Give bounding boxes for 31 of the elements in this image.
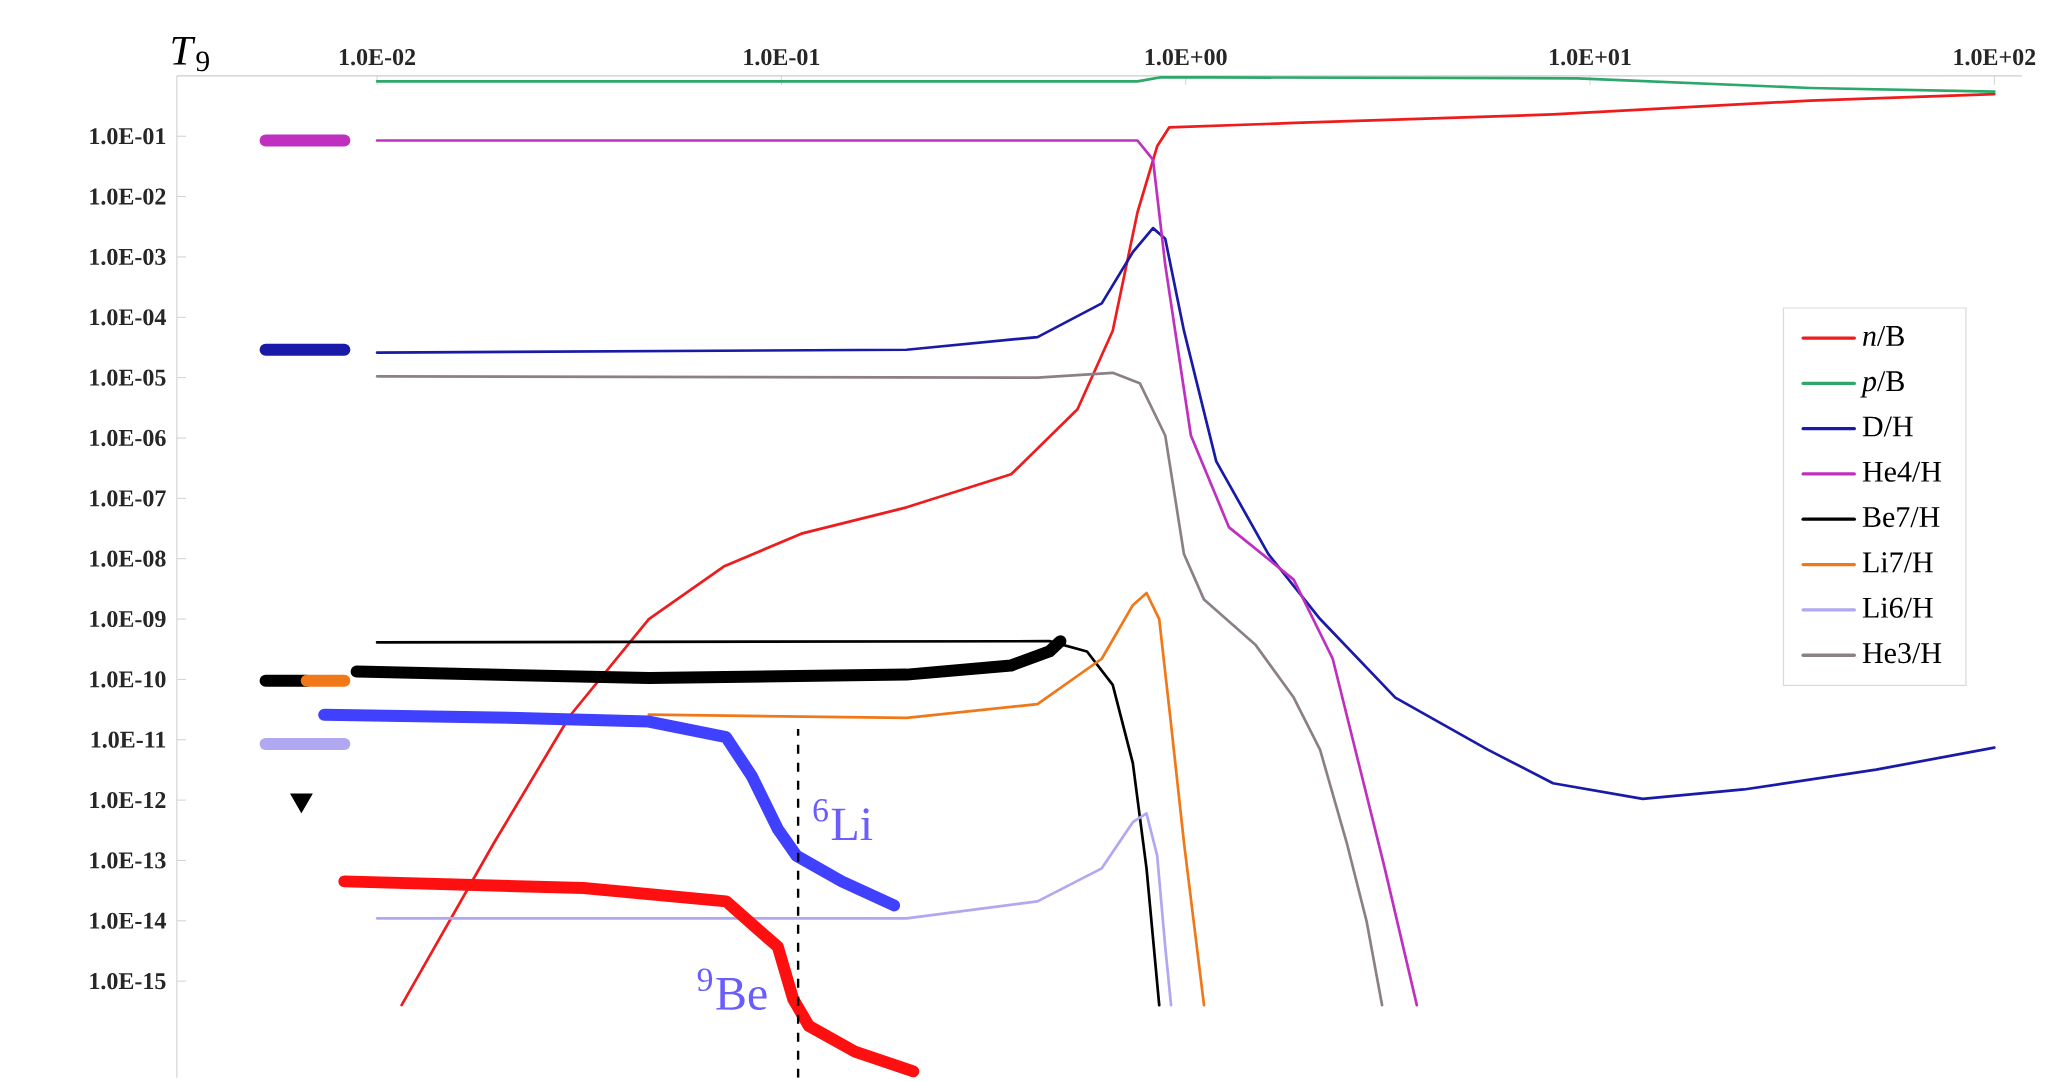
y-tick-label: 1.0E-07 xyxy=(90,490,166,507)
legend-label: He4/H xyxy=(1862,461,1942,482)
y-tick-label: 1.0E-14 xyxy=(90,912,166,930)
legend-label: Li7/H xyxy=(1862,552,1933,573)
x-tick-label: 1.0E+00 xyxy=(1145,49,1227,66)
x-tick-label: 1.0E-02 xyxy=(340,49,416,66)
annotation: $^{6}$Li xyxy=(813,799,873,841)
x-axis-title: T$_{9}$ xyxy=(172,37,209,72)
y-tick-label: 1.0E-05 xyxy=(90,369,166,386)
y-tick-label: 1.0E-13 xyxy=(90,852,166,869)
y-tick-label: 1.0E-10 xyxy=(90,671,166,688)
x-tick-label: 1.0E+02 xyxy=(1954,49,2036,66)
y-tick-label: 1.0E-11 xyxy=(91,731,166,748)
y-tick-label: 1.0E-08 xyxy=(90,550,166,567)
y-tick-label: 1.0E-04 xyxy=(90,309,166,326)
x-tick-label: 1.0E+01 xyxy=(1550,49,1631,66)
legend-label: n/B xyxy=(1863,326,1904,347)
legend-label: Be7/H xyxy=(1862,507,1940,528)
legend-label: He3/H xyxy=(1862,643,1942,664)
annotation: $^{9}$Be xyxy=(697,968,767,1011)
y-tick-label: 1.0E-12 xyxy=(90,792,166,809)
y-tick-label: 1.0E-15 xyxy=(90,973,166,990)
y-tick-label: 1.0E-06 xyxy=(90,429,166,447)
x-tick-label: 1.0E-01 xyxy=(744,49,820,66)
y-tick-label: 1.0E-02 xyxy=(90,188,166,205)
legend-label: p/B xyxy=(1860,371,1904,398)
y-tick-label: 1.0E-09 xyxy=(90,610,166,628)
legend-label: Li6/H xyxy=(1862,597,1933,618)
legend-label: D/H xyxy=(1862,416,1913,437)
y-tick-label: 1.0E-01 xyxy=(90,128,166,145)
y-tick-label: 1.0E-03 xyxy=(90,248,166,266)
